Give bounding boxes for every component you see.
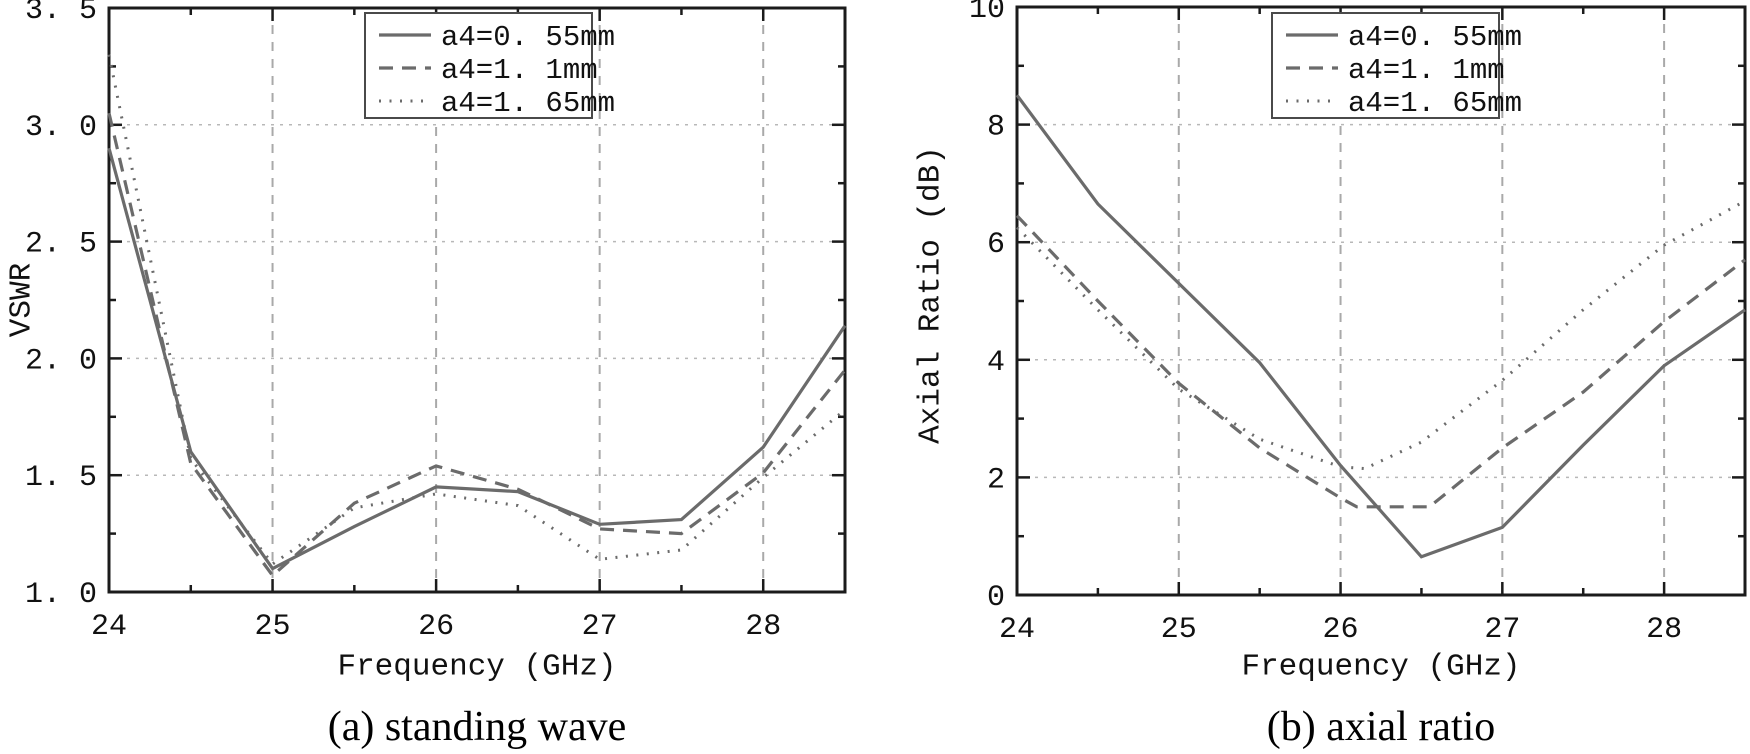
y-tick-label: 1. 5 xyxy=(25,461,97,495)
y-tick-label: 6 xyxy=(987,228,1005,262)
legend-box xyxy=(1271,12,1500,119)
axial-ratio-y-axis-title: Axial Ratio (dB) xyxy=(913,146,949,444)
axial-ratio-x-axis-title: Frequency (GHz) xyxy=(1241,649,1521,685)
y-tick-label: 2. 5 xyxy=(25,228,97,262)
legend-label: a4=0. 55mm xyxy=(1348,21,1522,54)
series-line-dotted xyxy=(1015,199,1746,471)
subfigure-b-caption: (b) axial ratio xyxy=(1266,704,1496,750)
y-tick-label: 2. 0 xyxy=(25,344,97,378)
legend-label: a4=0. 55mm xyxy=(441,21,615,54)
legend-label: a4=1. 1mm xyxy=(1348,54,1505,87)
series-line-solid xyxy=(107,147,847,571)
series-line-dashed xyxy=(107,112,847,578)
vswr-x-axis-title: Frequency (GHz) xyxy=(337,649,617,685)
y-tick-label: 8 xyxy=(987,111,1005,145)
y-tick-label: 4 xyxy=(987,346,1005,380)
x-tick-label: 27 xyxy=(582,610,618,644)
x-tick-label: 27 xyxy=(1484,613,1520,647)
x-tick-label: 24 xyxy=(999,613,1035,647)
y-tick-label: 3. 5 xyxy=(25,0,97,28)
x-tick-label: 24 xyxy=(91,610,127,644)
series-line-dashed xyxy=(1015,214,1746,509)
series-line-dotted xyxy=(107,54,846,567)
series-line-solid xyxy=(1015,94,1746,559)
x-tick-label: 28 xyxy=(1646,613,1682,647)
x-tick-label: 25 xyxy=(1161,613,1197,647)
vswr-chart: 24 25 26 27 28 1. 0 1. 5 2. 0 2. 5 3. 0 3. 5 a4=0. … xyxy=(25,0,847,644)
legend-label: a4=1. 65mm xyxy=(441,87,615,120)
x-tick-label: 26 xyxy=(418,610,454,644)
y-tick-label: 3. 0 xyxy=(25,111,97,145)
subfigure-a-caption: (a) standing wave xyxy=(327,704,627,750)
legend-box xyxy=(364,12,593,119)
vswr-y-axis-title: VSWR xyxy=(4,262,40,338)
x-tick-label: 26 xyxy=(1323,613,1359,647)
y-tick-label: 0 xyxy=(987,581,1005,615)
y-tick-label: 10 xyxy=(969,0,1005,27)
y-tick-label: 2 xyxy=(987,463,1005,497)
y-tick-label: 1. 0 xyxy=(25,578,97,612)
legend-label: a4=1. 1mm xyxy=(441,54,598,87)
x-tick-label: 25 xyxy=(255,610,291,644)
legend-label: a4=1. 65mm xyxy=(1348,87,1522,120)
x-tick-label: 28 xyxy=(745,610,781,644)
